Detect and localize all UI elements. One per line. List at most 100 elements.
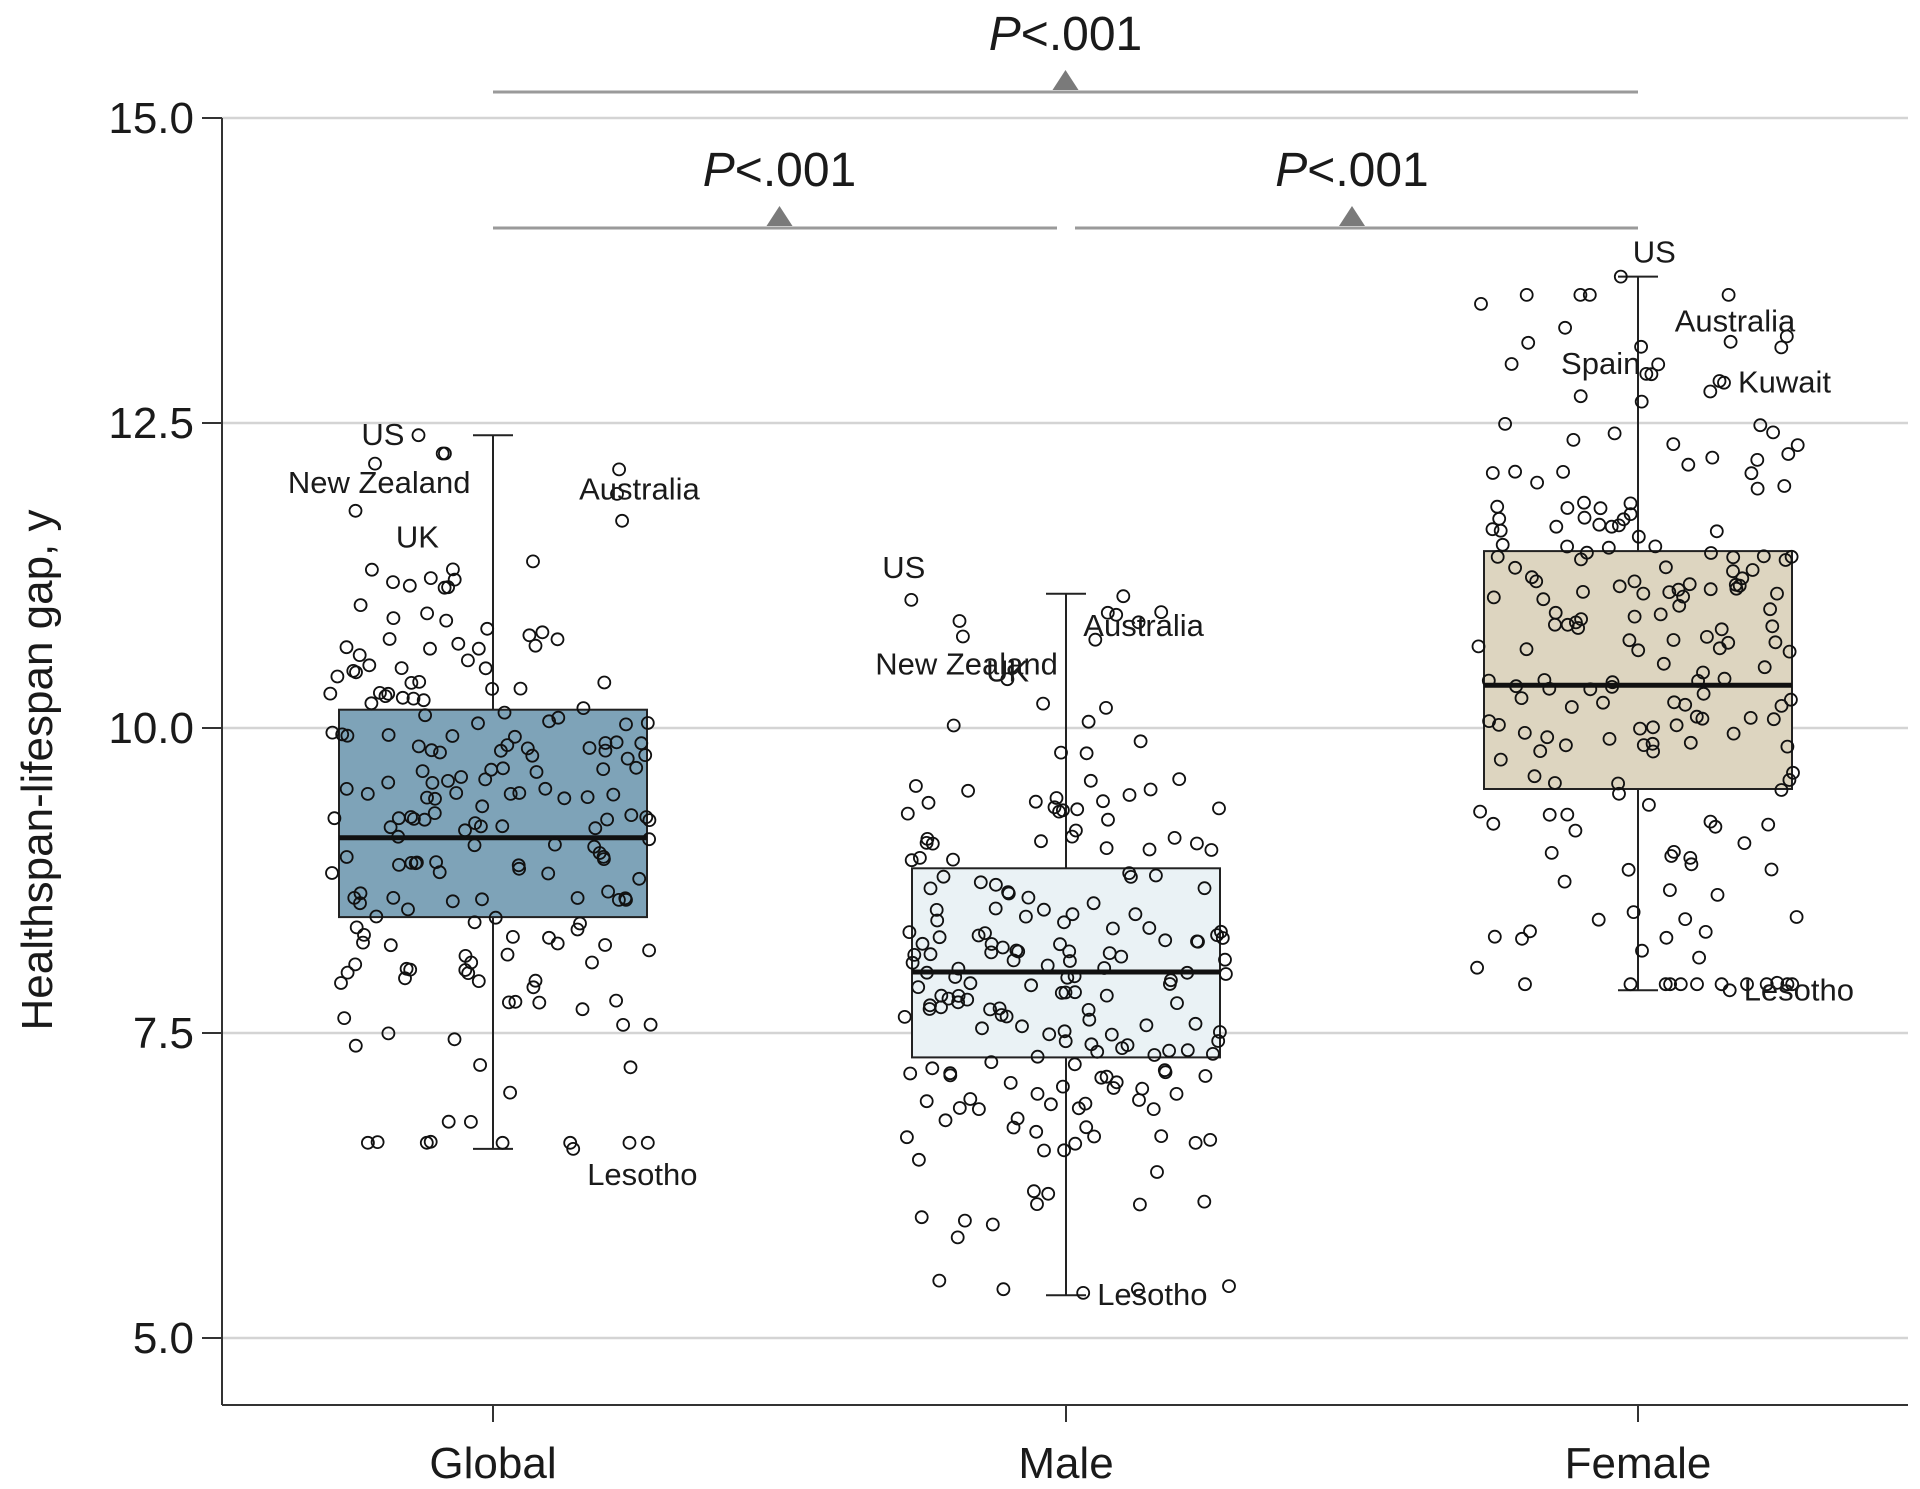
data-point	[1056, 1079, 1070, 1094]
x-tick-label: Female	[1565, 1439, 1712, 1488]
data-point	[941, 991, 956, 1006]
data-point	[1106, 921, 1120, 936]
data-point	[1703, 384, 1718, 399]
data-point	[1540, 730, 1555, 745]
data-point	[1163, 977, 1177, 991]
data-point	[1653, 607, 1668, 622]
data-point	[1493, 523, 1508, 538]
data-point	[1492, 511, 1507, 526]
labeled-point	[1116, 589, 1131, 604]
data-point	[1122, 866, 1137, 880]
data-point	[458, 823, 472, 838]
data-point	[1678, 912, 1693, 926]
data-point	[1560, 539, 1574, 554]
data-point	[1577, 495, 1591, 510]
data-point	[532, 995, 547, 1010]
data-point	[449, 786, 464, 800]
data-point	[1106, 1081, 1121, 1095]
data-point	[1000, 672, 1015, 687]
data-point	[1646, 744, 1660, 759]
data-point	[932, 1273, 947, 1288]
data-point	[1057, 1024, 1072, 1039]
data-point	[1611, 776, 1625, 791]
data-point	[1753, 418, 1768, 433]
data-point	[506, 930, 520, 944]
data-point	[542, 714, 556, 729]
point-label: New Zealand	[875, 647, 1058, 682]
data-point	[551, 710, 566, 725]
data-point	[419, 1135, 434, 1150]
data-point	[337, 1011, 352, 1025]
data-point	[1634, 394, 1649, 409]
data-point	[1170, 996, 1184, 1010]
data-point	[1099, 701, 1113, 715]
data-point	[1621, 862, 1636, 877]
data-point	[394, 661, 409, 675]
data-point	[445, 894, 460, 909]
point-label: New Zealand	[288, 465, 471, 500]
data-point	[386, 891, 401, 905]
data-point	[1081, 714, 1096, 729]
data-point	[381, 686, 396, 701]
data-point	[925, 1061, 940, 1076]
data-point	[1671, 582, 1686, 597]
p-value-label: P<.001	[703, 144, 856, 197]
data-point	[1583, 682, 1598, 697]
data-point	[1591, 912, 1606, 927]
data-point	[1172, 772, 1187, 786]
data-point	[381, 1026, 396, 1041]
data-point	[1030, 1049, 1045, 1064]
data-point	[1487, 929, 1502, 944]
data-point	[921, 795, 936, 810]
data-point	[1473, 804, 1487, 819]
data-point	[951, 989, 966, 1003]
labeled-point	[566, 1142, 581, 1156]
data-point	[1676, 589, 1690, 604]
data-point	[412, 675, 427, 689]
data-point	[441, 774, 455, 788]
data-point	[1028, 794, 1043, 809]
data-point	[1714, 622, 1729, 637]
data-point	[1744, 466, 1759, 481]
data-point	[1778, 553, 1793, 567]
data-point	[1703, 814, 1718, 829]
data-point	[988, 901, 1003, 916]
data-point	[1766, 712, 1781, 727]
data-point	[1065, 907, 1080, 922]
data-point	[1774, 783, 1789, 797]
data-point	[1514, 691, 1529, 705]
data-point	[471, 974, 486, 988]
data-point	[364, 696, 379, 711]
y-tick-label: 7.5	[133, 1009, 194, 1058]
data-point	[484, 762, 499, 777]
data-point	[1700, 630, 1714, 644]
data-point	[381, 728, 396, 742]
data-point	[557, 791, 572, 806]
data-point	[488, 910, 503, 925]
data-point	[406, 691, 421, 706]
data-point	[1717, 671, 1732, 686]
data-point	[1696, 665, 1710, 680]
data-point	[417, 812, 432, 827]
data-points	[323, 269, 1805, 1300]
data-point	[1081, 1003, 1096, 1017]
data-point	[1607, 426, 1622, 441]
data-point	[335, 727, 350, 742]
data-point	[1099, 1069, 1114, 1084]
data-point	[1471, 639, 1486, 654]
data-point	[1042, 1027, 1057, 1042]
data-point	[598, 736, 613, 750]
p-value-label: P<.001	[989, 8, 1142, 61]
data-point	[395, 690, 410, 705]
data-point	[399, 961, 414, 976]
data-point	[1143, 782, 1158, 797]
data-point	[1745, 563, 1760, 577]
data-point	[1557, 874, 1572, 889]
data-point	[1777, 479, 1792, 493]
data-point	[1006, 1120, 1021, 1135]
data-point	[548, 837, 562, 852]
data-point	[900, 1130, 914, 1145]
data-point	[1566, 432, 1581, 447]
data-point	[1114, 949, 1129, 964]
